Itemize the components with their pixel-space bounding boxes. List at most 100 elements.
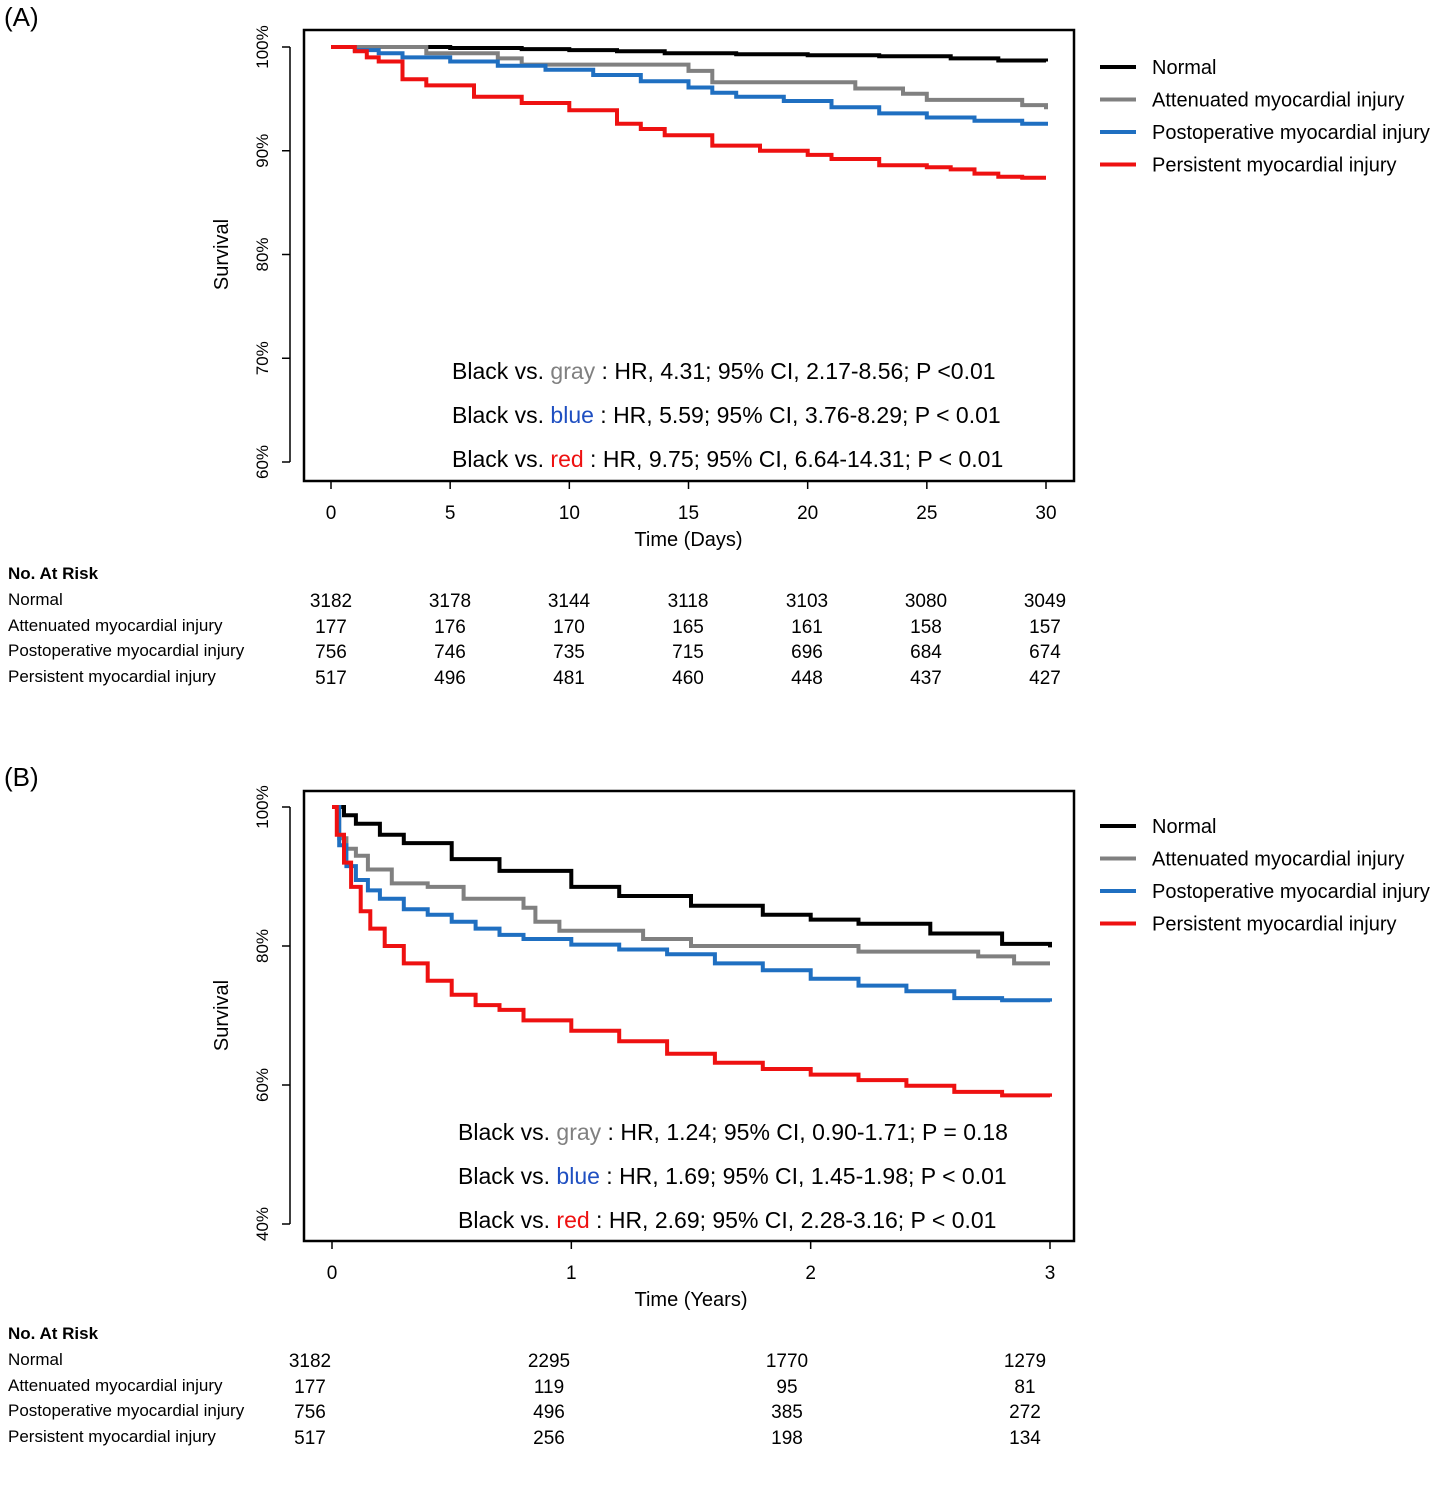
x-tick-label: 10 <box>559 503 580 524</box>
risk-cell: 674 <box>1029 642 1061 663</box>
x-axis-title: Time (Years) <box>635 1289 748 1311</box>
risk-cell: 3118 <box>667 591 709 612</box>
risk-cell: 756 <box>294 1402 326 1423</box>
curve-normal <box>331 45 1048 63</box>
annotation-gray: Black vs. gray : HR, 4.31; 95% CI, 2.17-… <box>452 358 996 384</box>
risk-cell: 756 <box>315 642 347 663</box>
risk-row-label: Postoperative myocardial injury <box>8 1401 245 1420</box>
risk-cell: 460 <box>672 667 704 689</box>
legend-label: Attenuated myocardial injury <box>1152 849 1404 871</box>
curve-persistent-myocardial-injury <box>332 805 1052 1098</box>
risk-cell: 3080 <box>904 591 948 612</box>
x-tick-label: 20 <box>797 503 818 524</box>
x-tick-label: 2 <box>805 1263 816 1284</box>
risk-cell: 448 <box>791 667 823 689</box>
risk-cell: 81 <box>1014 1376 1036 1398</box>
risk-table-title: No. At Risk <box>8 564 99 583</box>
risk-cell: 3103 <box>785 591 829 612</box>
panel-b-label: (B) <box>4 762 39 792</box>
risk-cell: 735 <box>553 642 585 663</box>
panel-a: (A) 60% 70% 80% 90% 100% 0 5 10 15 20 25 30 Time (Da… <box>0 0 1444 725</box>
curve-postoperative-myocardial-injury <box>332 805 1052 1003</box>
y-tick-label: 40% <box>253 1207 272 1241</box>
y-tick-label: 90% <box>253 134 272 168</box>
risk-cell: 134 <box>1009 1427 1041 1449</box>
risk-cell: 715 <box>672 642 704 663</box>
risk-row-label: Persistent myocardial injury <box>8 666 216 686</box>
curve-attenuated-myocardial-injury <box>332 805 1050 966</box>
x-tick-label: 15 <box>678 503 699 524</box>
risk-cell: 427 <box>1029 667 1061 689</box>
risk-cell: 157 <box>1029 616 1061 638</box>
risk-cell: 272 <box>1009 1402 1041 1423</box>
annotation-blue: Black vs. blue : HR, 5.59; 95% CI, 3.76-… <box>452 402 1001 428</box>
x-tick-label: 0 <box>326 503 337 524</box>
panel-b: (B) 40% 60% 80% 100% 0 1 2 3 Time (Years) Surviva… <box>0 760 1444 1485</box>
risk-cell: 3144 <box>547 591 591 612</box>
x-tick-label: 1 <box>566 1263 577 1284</box>
risk-cell: 3178 <box>428 591 472 612</box>
annotation-blue: Black vs. blue : HR, 1.69; 95% CI, 1.45-… <box>458 1163 1007 1189</box>
y-tick-label: 80% <box>253 237 272 271</box>
y-tick-label: 70% <box>253 341 272 375</box>
risk-cell: 684 <box>910 642 942 663</box>
risk-row-label: Attenuated myocardial injury <box>8 615 223 635</box>
legend-label: Persistent myocardial injury <box>1152 155 1397 177</box>
risk-cell: 165 <box>672 616 704 638</box>
legend-label: Normal <box>1152 816 1216 838</box>
y-tick-label: 60% <box>253 1068 272 1102</box>
risk-cell: 481 <box>553 667 585 689</box>
survival-chart-years: 40% 60% 80% 100% 0 1 2 3 Time (Years) Survival Nor… <box>211 785 1430 1311</box>
risk-cell: 177 <box>294 1376 326 1398</box>
legend-label: Postoperative myocardial injury <box>1152 881 1430 903</box>
risk-cell: 3182 <box>288 1351 332 1372</box>
x-tick-label: 3 <box>1045 1263 1056 1284</box>
risk-cell: 161 <box>791 616 823 638</box>
risk-cell: 517 <box>315 667 347 689</box>
risk-table-title: No. At Risk <box>8 1324 99 1343</box>
risk-cell: 176 <box>434 616 466 638</box>
risk-cell: 256 <box>533 1427 565 1449</box>
risk-cell: 385 <box>771 1402 803 1423</box>
risk-cell: 746 <box>434 642 466 663</box>
risk-cell: 437 <box>910 667 942 689</box>
y-tick-label: 60% <box>253 445 272 479</box>
risk-cell: 496 <box>434 667 466 689</box>
x-tick-label: 0 <box>327 1263 338 1284</box>
annotation-gray: Black vs. gray : HR, 1.24; 95% CI, 0.90-… <box>458 1119 1008 1145</box>
risk-cell: 696 <box>791 642 823 663</box>
risk-cell: 1770 <box>765 1351 809 1372</box>
y-axis-title: Survival <box>211 980 233 1051</box>
y-axis-title: Survival <box>211 219 233 290</box>
risk-cell: 119 <box>533 1376 565 1398</box>
panel-a-label: (A) <box>4 2 39 32</box>
y-tick-label: 80% <box>253 929 272 963</box>
risk-row-label: Normal <box>8 590 63 609</box>
risk-cell: 3182 <box>309 591 353 612</box>
legend-label: Normal <box>1152 57 1216 79</box>
x-tick-label: 5 <box>445 503 456 524</box>
survival-chart-days: 60% 70% 80% 90% 100% 0 5 10 15 20 25 30 Time (Days) S… <box>211 25 1430 551</box>
curve-postoperative-myocardial-injury <box>331 45 1048 126</box>
curve-normal <box>332 805 1052 948</box>
risk-row-label: Persistent myocardial injury <box>8 1426 216 1446</box>
risk-cell: 95 <box>776 1376 798 1398</box>
risk-row-label: Normal <box>8 1350 63 1369</box>
risk-cell: 517 <box>294 1427 326 1449</box>
risk-cell: 158 <box>910 616 942 638</box>
legend-label: Postoperative myocardial injury <box>1152 122 1430 144</box>
curve-persistent-myocardial-injury <box>331 45 1046 180</box>
risk-cell: 1279 <box>1003 1351 1047 1372</box>
x-tick-label: 30 <box>1035 503 1056 524</box>
annotation-red: Black vs. red : HR, 9.75; 95% CI, 6.64-1… <box>452 446 1004 472</box>
risk-cell: 170 <box>553 616 585 638</box>
risk-cell: 198 <box>771 1427 803 1449</box>
risk-cell: 177 <box>315 616 347 638</box>
risk-row-label: Postoperative myocardial injury <box>8 641 245 660</box>
risk-cell: 496 <box>533 1402 565 1423</box>
curve-attenuated-myocardial-injury <box>331 45 1048 110</box>
legend-label: Attenuated myocardial injury <box>1152 90 1404 112</box>
x-tick-label: 25 <box>916 503 937 524</box>
risk-row-label: Attenuated myocardial injury <box>8 1375 223 1395</box>
annotation-red: Black vs. red : HR, 2.69; 95% CI, 2.28-3… <box>458 1207 997 1233</box>
